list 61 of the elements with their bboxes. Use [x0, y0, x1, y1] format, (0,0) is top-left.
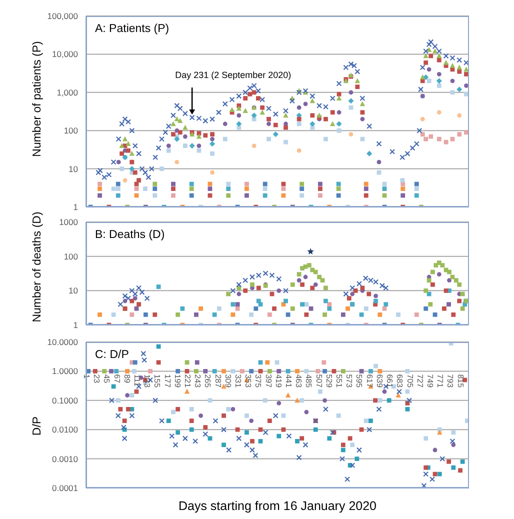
x-tick-label: 45	[102, 374, 112, 384]
x-tick-label: 771	[436, 374, 445, 388]
x-tick-label: 441	[284, 374, 294, 388]
x-tick-label: 353	[244, 374, 253, 388]
x-tick-label: 507	[314, 374, 324, 388]
x-tick-label: 243	[193, 374, 202, 388]
x-tick-label: 793	[446, 374, 455, 388]
x-tick-label: 529	[324, 374, 334, 388]
y-tick-label: 0.0100	[52, 424, 78, 435]
text: B: Deaths (D)	[95, 229, 165, 242]
x-tick-label: 661	[385, 374, 394, 388]
x-tick-label: 23	[92, 374, 102, 384]
y-tick-label: 100	[64, 251, 78, 262]
x-tick-label: 331	[234, 374, 243, 388]
y-tick-label: 10	[68, 286, 78, 296]
x-tick-label: 485	[304, 374, 314, 388]
y-tick-label: 1,000	[56, 87, 78, 98]
x-tick-label: 89	[122, 374, 132, 384]
x-tick-label: 815	[456, 374, 465, 388]
x-tick-label: 595	[354, 374, 364, 388]
y-axis-title: Number of deaths (D)	[32, 212, 44, 322]
x-tick-label: 463	[294, 374, 304, 388]
y-tick-label: 10.0000	[47, 337, 78, 348]
y-tick-label: 1	[73, 320, 78, 330]
x-tick-label: 573	[344, 374, 354, 388]
x-tick-label: 617	[364, 374, 374, 388]
y-tick-label: 100	[64, 126, 78, 136]
annotation: Day 231 (2 September 2020)	[175, 70, 292, 80]
y-tick-label: 1.0000	[52, 366, 78, 376]
x-tick-label: 419	[274, 374, 283, 388]
x-tick-label: 309	[223, 374, 232, 388]
y-tick-label: 10	[68, 164, 78, 174]
y-axis-title: Number of patients (P)	[32, 41, 44, 157]
y-tick-label: 1000	[59, 217, 78, 228]
x-tick-label: 177	[162, 374, 172, 388]
y-tick-label: 0.0001	[52, 483, 78, 494]
x-tick-label: 551	[334, 374, 344, 388]
x-tick-label: 221	[182, 374, 192, 388]
x-tick-label: 749	[425, 374, 434, 388]
y-tick-label: 0.0010	[52, 454, 78, 464]
y-tick-label: 100,000	[47, 11, 78, 22]
x-axis-title: Days starting from 16 January 2020	[178, 499, 377, 514]
y-tick-label: 1	[73, 202, 78, 212]
text: C: D/P	[95, 349, 129, 362]
x-tick-label: 287	[213, 374, 222, 388]
x-tick-label: 265	[203, 374, 212, 388]
text: A: Patients (P)	[95, 23, 170, 36]
x-tick-label: 639	[374, 374, 384, 388]
x-tick-label: 199	[172, 374, 182, 388]
x-tick-label: 67	[112, 374, 122, 384]
x-tick-label: 111	[132, 374, 142, 387]
y-tick-label: 0.1000	[52, 395, 78, 406]
x-tick-label: 375	[254, 374, 263, 388]
x-tick-label: 705	[405, 374, 414, 388]
y-tick-label: 10,000	[52, 49, 78, 60]
x-tick-label: 397	[264, 374, 273, 388]
y-axis-title: D/P	[32, 416, 44, 436]
x-tick-label: 133	[142, 374, 152, 388]
x-tick-label: 683	[395, 374, 404, 388]
x-tick-label: 155	[152, 374, 162, 388]
x-tick-label: 727	[415, 374, 424, 388]
